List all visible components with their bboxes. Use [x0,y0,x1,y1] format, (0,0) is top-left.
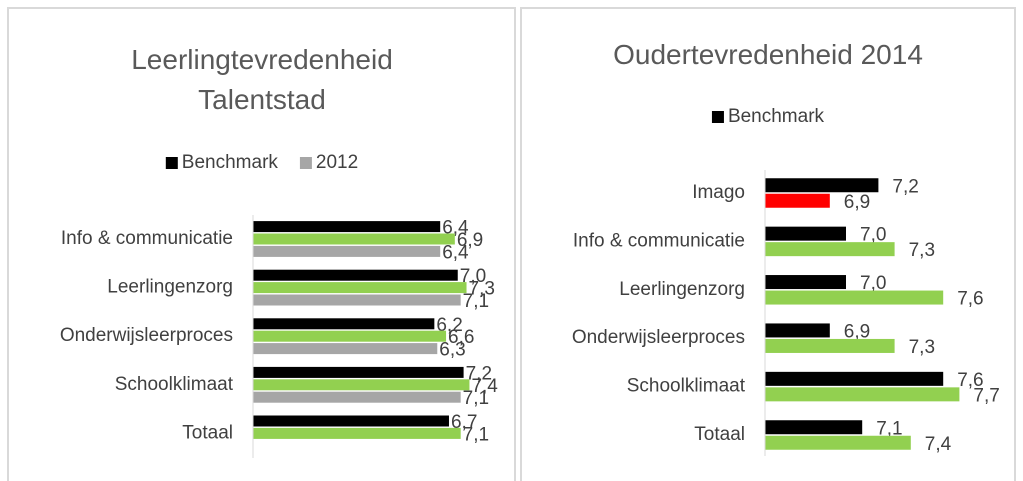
category-label: Info & communicatie [573,230,745,251]
bar [253,233,455,245]
category-label: Schoolklimaat [115,374,234,395]
category-label: Onderwijsleerproces [60,325,233,346]
panel [7,7,516,481]
value-label: 6,9 [844,321,870,342]
category-label: Leerlingenzorg [107,277,233,298]
bar [765,371,944,386]
bar [253,379,470,391]
value-label: 6,6 [448,327,474,348]
bar [765,242,895,257]
value-label: 7,4 [925,434,952,455]
value-label: 7,0 [860,273,886,294]
value-label: 6,4 [442,242,469,263]
legend-swatch [165,157,178,169]
value-label: 6,7 [451,412,477,433]
bar [765,323,830,338]
value-label: 7,1 [876,418,902,439]
bar [253,427,461,439]
bar [765,178,879,193]
value-label: 7,3 [909,240,935,261]
category-label: Onderwijsleerproces [572,327,745,348]
value-label: 6,2 [436,315,462,336]
value-label: 7,2 [892,176,918,197]
value-label: 7,1 [463,291,489,312]
value-label: 7,1 [463,388,489,409]
value-label: 7,6 [957,289,983,310]
bar [253,330,447,342]
value-label: 6,4 [442,218,469,239]
bar [253,318,435,330]
bar [253,269,458,281]
value-label: 7,0 [860,225,886,246]
bar [253,391,461,403]
category-label: Info & communicatie [61,228,233,249]
value-label: 7,3 [469,279,495,300]
value-label: 7,1 [463,424,489,445]
bar [253,282,467,294]
panel [520,7,1016,481]
category-label: Imago [692,182,745,203]
legend-label: 2012 [316,152,358,173]
category-label: Totaal [182,422,233,443]
bar [765,420,863,435]
value-label: 7,6 [957,370,983,391]
legend-swatch [299,157,312,169]
bar [253,294,461,306]
bar [253,415,449,427]
value-label: 7,3 [909,337,935,358]
chart-title: Oudertevredenheid 2014 [613,39,923,70]
bar [765,338,895,353]
value-label: 7,0 [460,266,486,287]
bar [765,435,911,450]
category-label: Schoolklimaat [627,376,746,397]
bar [253,366,464,378]
bar [765,226,846,241]
bar [253,221,441,233]
value-label: 7,2 [466,363,492,384]
value-label: 6,9 [457,230,483,251]
legend-label: Benchmark [182,152,279,173]
bar [253,343,438,355]
bar [765,193,830,208]
chart-title: Leerlingtevredenheid Talentstad [131,44,393,115]
category-label: Leerlingenzorg [619,279,745,300]
bar [765,387,960,402]
legend-label: Benchmark [728,106,825,127]
bar [765,290,944,305]
category-label: Totaal [694,424,745,445]
legend-swatch [711,111,724,123]
value-label: 6,3 [439,340,465,361]
value-label: 7,4 [471,376,498,397]
bar [253,245,441,257]
value-label: 7,7 [973,385,999,406]
bar [765,275,846,290]
value-label: 6,9 [844,192,870,213]
